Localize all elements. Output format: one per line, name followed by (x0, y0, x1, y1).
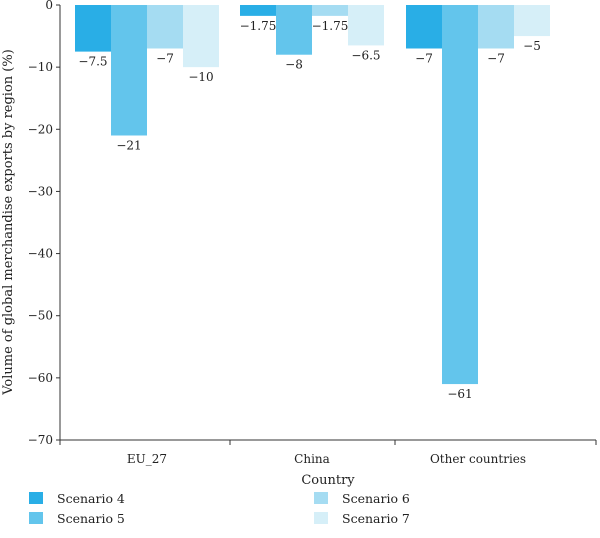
bar-china-scenario-4 (240, 5, 276, 16)
legend-label: Scenario 5 (57, 511, 125, 526)
bar-eu-27-scenario-4 (75, 5, 111, 52)
bar-eu-27-scenario-6 (147, 5, 183, 49)
data-label: −6.5 (351, 48, 380, 62)
data-label: −5 (523, 39, 541, 53)
bar-eu-27-scenario-5 (111, 5, 147, 136)
bar-other-countries-scenario-6 (478, 5, 514, 49)
data-label: −7 (156, 52, 174, 66)
legend-swatch (29, 512, 43, 524)
data-label: −1.75 (312, 19, 349, 33)
legend: Scenario 4 Scenario 5 Scenario 6 Scenario 7 (29, 491, 410, 526)
data-label: −7 (415, 52, 433, 66)
legend-swatch (29, 492, 43, 504)
y-tick-label: −10 (28, 60, 53, 74)
y-tick-label: −70 (28, 433, 53, 447)
bar-other-countries-scenario-4 (406, 5, 442, 49)
y-tick-label: −50 (28, 309, 53, 323)
x-tick-label: Other countries (430, 452, 526, 466)
bar-china-scenario-6 (312, 5, 348, 16)
data-label: −7.5 (78, 55, 107, 69)
bar-china-scenario-5 (276, 5, 312, 55)
x-tick-label: China (294, 452, 330, 466)
legend-label: Scenario 7 (342, 511, 410, 526)
legend-item-scenario-7: Scenario 7 (314, 511, 410, 526)
data-label: −8 (285, 58, 303, 72)
legend-label: Scenario 4 (57, 491, 125, 506)
y-tick-label: 0 (45, 0, 53, 12)
data-label: −1.75 (240, 19, 277, 33)
y-tick-label: −30 (28, 184, 53, 198)
x-axis-title: Country (301, 473, 355, 488)
bar-other-countries-scenario-7 (514, 5, 550, 37)
legend-swatch (314, 512, 328, 524)
data-label: −21 (116, 139, 141, 153)
data-label: −7 (487, 52, 505, 66)
legend-swatch (314, 492, 328, 504)
y-tick-label: −40 (28, 247, 53, 261)
bar-china-scenario-7 (348, 5, 384, 46)
legend-item-scenario-6: Scenario 6 (314, 491, 410, 506)
bars-layer (75, 5, 550, 385)
legend-item-scenario-5: Scenario 5 (29, 511, 125, 526)
y-tick-label: −60 (28, 371, 53, 385)
y-tick-label: −20 (28, 122, 53, 136)
bar-eu-27-scenario-7 (183, 5, 219, 68)
axes-layer: 0 −10 −20 −30 −40 −50 −60 −70 EU_27 China Other co… (28, 0, 597, 466)
data-label: −61 (447, 387, 472, 401)
y-axis-title: Volume of global merchandise exports by … (1, 49, 16, 396)
x-tick-label: EU_27 (127, 452, 167, 466)
data-labels-layer: −7.5 −21 −7 −10 −1.75 −8 −1.75 −6.5 −7 −61 −7 −5 (78, 19, 540, 401)
data-label: −10 (188, 70, 213, 84)
bar-other-countries-scenario-5 (442, 5, 478, 385)
legend-item-scenario-4: Scenario 4 (29, 491, 125, 506)
legend-label: Scenario 6 (342, 491, 410, 506)
